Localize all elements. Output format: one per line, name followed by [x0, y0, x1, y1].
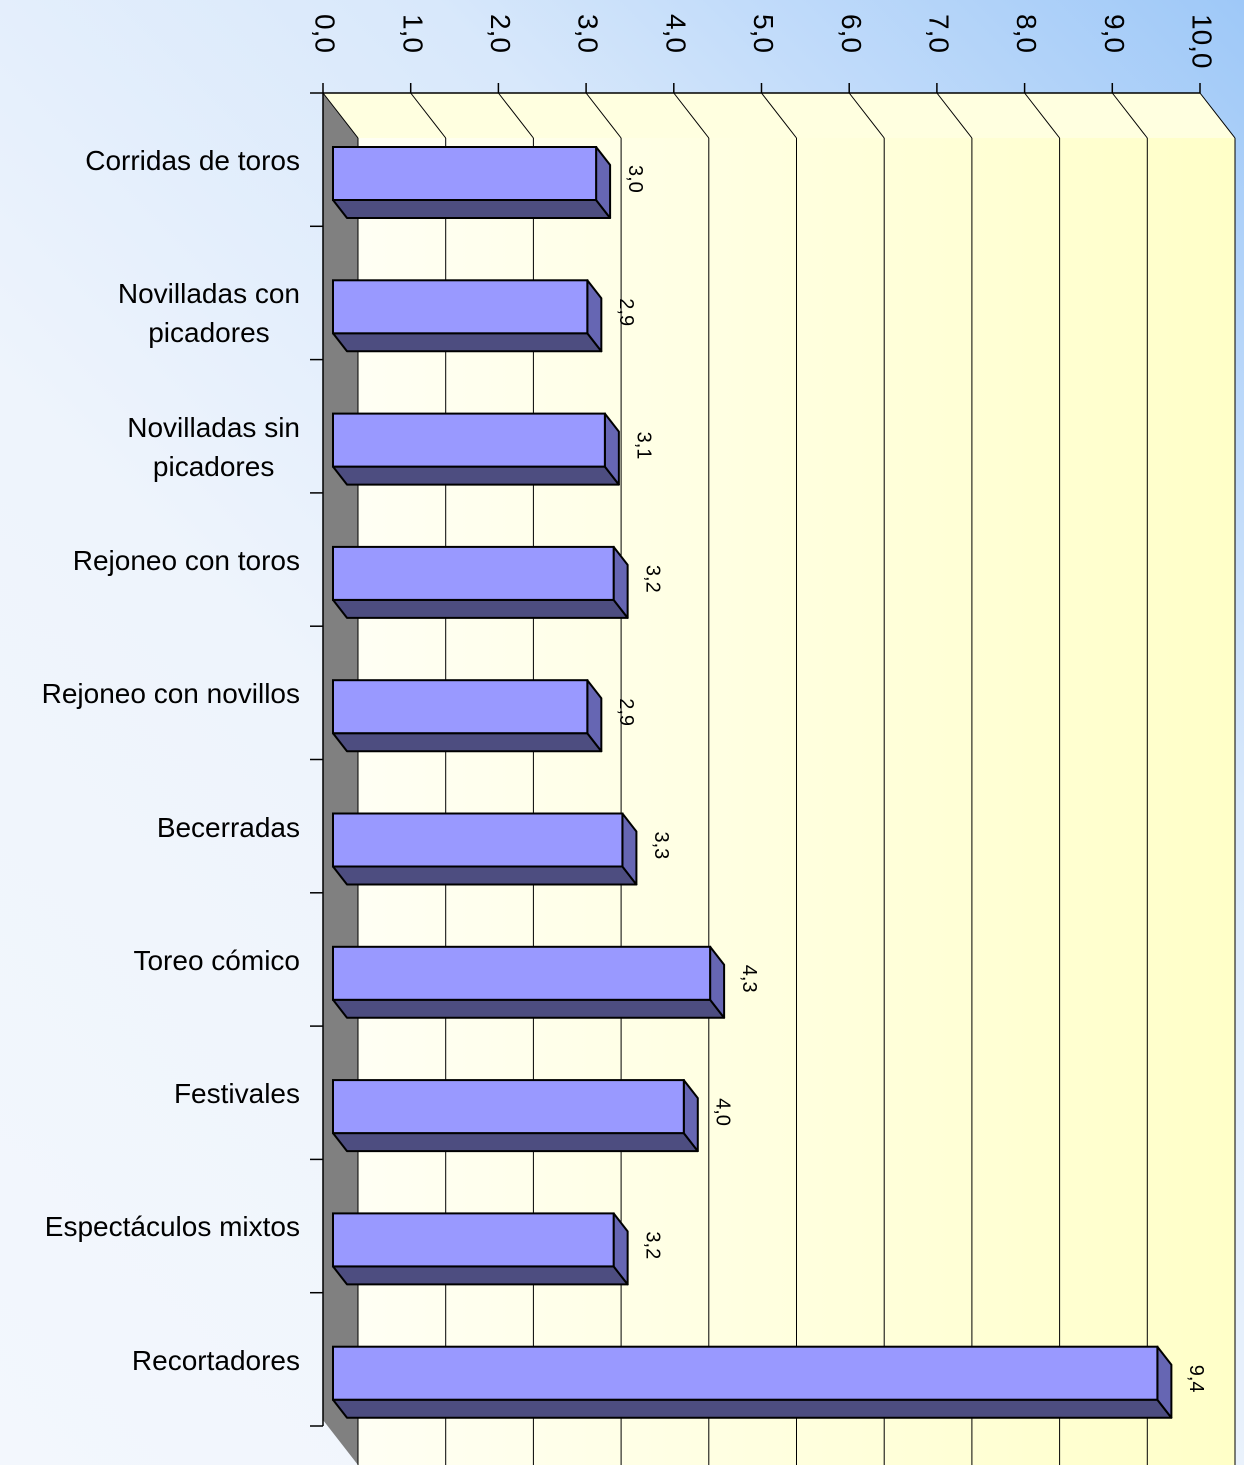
x-tick-label: 8,0 [1011, 14, 1042, 53]
grid-line [673, 92, 710, 139]
grid-line [1111, 92, 1148, 139]
bar-bottom [332, 332, 603, 353]
bar [332, 545, 615, 601]
category-label: Novilladas con picadores [117, 278, 300, 349]
bar [332, 412, 606, 468]
grid-line [761, 92, 797, 139]
category-label: Becerradas [156, 811, 300, 843]
x-tick-label: 5,0 [748, 14, 779, 53]
bar-bottom [332, 732, 603, 753]
x-tick-label: 10,0 [1187, 14, 1218, 69]
bar [332, 1079, 685, 1135]
grid-line [1024, 92, 1060, 139]
x-tick-label: 9,0 [1099, 14, 1130, 53]
bar [332, 945, 712, 1001]
category-label: Corridas de toros [85, 145, 300, 176]
value-label: 3,1 [633, 432, 655, 460]
value-label: 3,3 [650, 832, 672, 860]
value-label: 3,2 [641, 1231, 663, 1259]
value-label: 3,2 [641, 565, 663, 593]
value-label: 2,9 [615, 298, 637, 326]
bar-bottom [332, 465, 620, 486]
bar-bottom [332, 865, 638, 886]
value-label: 3,0 [624, 165, 646, 193]
category-label: Festivales [173, 1078, 300, 1110]
x-tick-label: 4,0 [660, 14, 691, 53]
x-tick-label: 0,0 [310, 14, 341, 53]
grid-line [1199, 92, 1236, 139]
grid-line [585, 92, 622, 139]
category-label: Recortadores [131, 1344, 300, 1376]
bar [332, 679, 589, 735]
bar-bottom [332, 199, 612, 219]
bar-bottom [332, 1132, 699, 1153]
grid-line [936, 92, 973, 139]
value-label: 9,4 [1185, 1365, 1207, 1393]
grid-line [848, 92, 885, 139]
bar [332, 812, 624, 868]
bar-bottom [332, 1265, 629, 1286]
category-label: Rejoneo con toros [72, 544, 300, 576]
bar [332, 1345, 1159, 1401]
category-label: Novilladas sin picadores [127, 411, 300, 482]
bar-bottom [332, 598, 629, 619]
x-tick-label: 7,0 [924, 14, 955, 53]
bar [332, 279, 589, 335]
bar [332, 1212, 615, 1268]
x-tick-label: 6,0 [836, 14, 867, 53]
x-tick-label: 3,0 [573, 14, 604, 53]
bar-bottom [332, 998, 726, 1019]
category-label: Rejoneo con novillos [41, 678, 300, 710]
bar-bottom [332, 1398, 1173, 1419]
bar [332, 146, 598, 201]
value-label: 4,0 [712, 1098, 734, 1126]
x-tick-label: 2,0 [485, 14, 516, 53]
value-label: 4,3 [738, 965, 760, 993]
grid-line [322, 92, 359, 139]
x-tick-label: 1,0 [397, 14, 428, 53]
value-label: 2,9 [615, 698, 637, 726]
grid-line [498, 92, 534, 139]
category-label: Toreo cómico [133, 944, 300, 976]
grid-line [410, 92, 447, 139]
category-label: Espectáculos mixtos [44, 1211, 300, 1243]
